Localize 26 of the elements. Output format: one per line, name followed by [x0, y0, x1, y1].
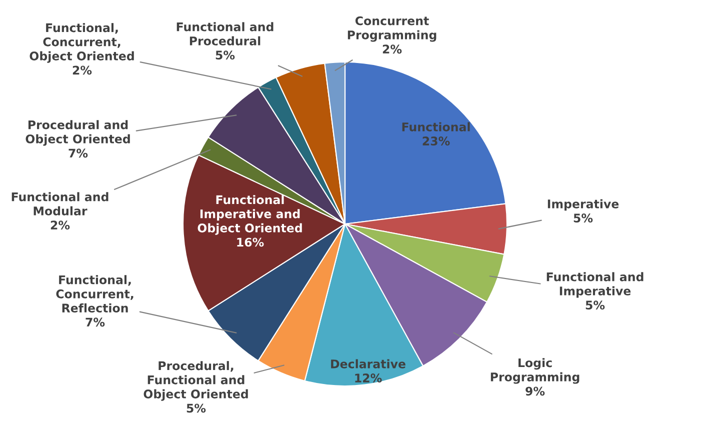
data-label: 2%: [72, 66, 92, 75]
data-label: 2%: [382, 44, 402, 54]
slice-label: Imperative: [548, 199, 619, 211]
slice-label: Functional Imperative and Object Oriented: [198, 195, 302, 235]
data-label: 16%: [237, 238, 264, 247]
data-label: 5%: [586, 300, 605, 310]
data-label: 5%: [216, 50, 235, 60]
slice-label: Functional and Procedural: [176, 22, 274, 46]
slice-label: Concurrent Programming: [348, 16, 436, 42]
data-label: 12%: [355, 374, 382, 382]
slice-label: Functional, Concurrent, Object Oriented: [30, 23, 134, 63]
data-label: 5%: [186, 404, 206, 413]
data-label: 7%: [86, 318, 105, 327]
slice-label: Procedural, Functional and Object Oriented: [144, 361, 248, 401]
slice-label: Functional, Concurrent, Reflection: [56, 275, 134, 312]
slice-label: Functional: [402, 122, 470, 132]
data-label: 2%: [50, 220, 70, 230]
slice-label: Functional and Imperative: [546, 272, 644, 298]
data-label: 9%: [526, 386, 545, 396]
data-label: 23%: [422, 136, 450, 146]
slice-label: Functional and Modular: [12, 192, 108, 216]
data-label: 5%: [574, 214, 593, 222]
slice-label: Declarative: [331, 359, 406, 368]
slice-label: Procedural and Object Oriented: [26, 120, 130, 146]
slice-label: Logic Programming: [490, 358, 580, 384]
data-label: 7%: [68, 148, 88, 158]
